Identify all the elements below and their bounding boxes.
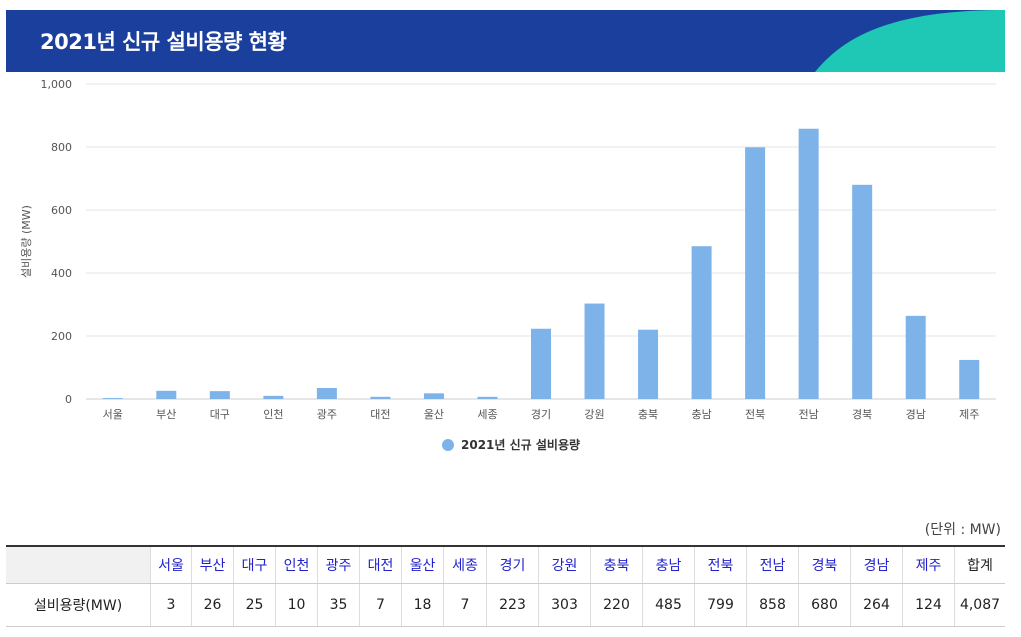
table-row: 설비용량(MW) 3 26 25 10 35 7 18 7 223 303 220 485 799 858… — [6, 583, 1005, 627]
x-tick-label: 충북 — [638, 408, 658, 421]
x-tick-label: 부산 — [156, 408, 176, 421]
table-header-cell: 충남 — [642, 545, 695, 584]
bar — [263, 395, 284, 399]
x-tick-label: 대구 — [210, 408, 230, 421]
legend-label: 2021년 신규 설비용량 — [461, 437, 580, 452]
bar — [584, 303, 605, 399]
table-header-total: 합계 — [954, 545, 1005, 584]
table-header-cell: 강원 — [538, 545, 591, 584]
table-header-cell: 경기 — [486, 545, 539, 584]
table-header-cell: 세종 — [443, 545, 487, 584]
bar — [316, 387, 337, 399]
table-header-cell: 제주 — [902, 545, 955, 584]
unit-label: (단위 : MW) — [924, 522, 1001, 538]
x-tick-label: 제주 — [959, 408, 979, 421]
bar — [959, 359, 980, 399]
y-tick-label: 0 — [65, 393, 72, 406]
x-tick-label: 강원 — [584, 408, 604, 421]
table-cell: 680 — [798, 583, 851, 627]
bar — [156, 390, 177, 399]
table-cell: 18 — [401, 583, 444, 627]
bar — [477, 396, 498, 399]
table-cell: 124 — [902, 583, 955, 627]
table-cell: 264 — [850, 583, 903, 627]
table-header-cell: 충북 — [590, 545, 643, 584]
x-tick-label: 경기 — [531, 408, 551, 421]
bar — [531, 328, 551, 399]
bar — [905, 315, 926, 399]
y-tick-label: 800 — [51, 141, 72, 154]
y-tick-label: 400 — [51, 267, 72, 280]
table-cell: 3 — [150, 583, 192, 627]
x-tick-label: 대전 — [370, 408, 390, 421]
y-tick-label: 1,000 — [41, 78, 73, 91]
x-tick-label: 전남 — [799, 408, 819, 421]
table-header-cell: 전북 — [694, 545, 747, 584]
x-tick-label: 인천 — [263, 407, 283, 421]
capacity-table: 서울 부산 대구 인천 광주 대전 울산 세종 경기 강원 충북 충남 전북 전남 경북 경남 제주 합계 설비용… — [6, 545, 1005, 627]
bar — [745, 147, 766, 399]
page-title: 2021년 신규 설비용량 현황 — [40, 30, 287, 54]
x-tick-label: 경남 — [906, 408, 926, 421]
table-header-cell: 인천 — [275, 545, 318, 584]
y-tick-label: 600 — [51, 204, 72, 217]
table-header-cell: 대구 — [233, 545, 276, 584]
table-cell: 799 — [694, 583, 747, 627]
x-tick-label: 전북 — [745, 408, 765, 421]
x-tick-label: 광주 — [317, 408, 337, 421]
bar — [798, 128, 819, 400]
bar — [638, 329, 659, 399]
bar — [370, 396, 391, 399]
bar — [209, 391, 230, 399]
table-header-cell: 서울 — [150, 545, 192, 584]
x-tick-label: 서울 — [103, 408, 123, 421]
table-cell: 220 — [590, 583, 643, 627]
bar-chart: 0 200 400 600 800 1,000 설비용량 (MW) 서울 부산 대구 인천 광주 대전 울… — [20, 78, 996, 452]
legend-marker — [442, 439, 454, 451]
table-header-cell: 부산 — [191, 545, 234, 584]
table-cell: 303 — [538, 583, 591, 627]
bar — [691, 246, 712, 399]
bar — [423, 393, 444, 399]
y-axis-label: 설비용량 (MW) — [20, 205, 33, 278]
table-cell: 35 — [317, 583, 360, 627]
table-cell: 858 — [746, 583, 799, 627]
table-header-cell: 전남 — [746, 545, 799, 584]
table-cell: 485 — [642, 583, 695, 627]
table-row-label: 설비용량(MW) — [6, 583, 151, 627]
table-cell: 223 — [486, 583, 539, 627]
y-tick-label: 200 — [51, 330, 72, 343]
table-header-cell: 경북 — [798, 545, 851, 584]
table-header-row: 서울 부산 대구 인천 광주 대전 울산 세종 경기 강원 충북 충남 전북 전남 경북 경남 제주 합계 — [6, 545, 1005, 584]
table-header-cell: 대전 — [359, 545, 402, 584]
page-header: 2021년 신규 설비용량 현황 — [6, 10, 1005, 72]
bar — [852, 184, 873, 399]
table-cell: 7 — [359, 583, 402, 627]
x-tick-label: 경북 — [852, 408, 872, 421]
table-header-cell: 경남 — [850, 545, 903, 584]
table-header-cell: 울산 — [401, 545, 444, 584]
table-cell: 26 — [191, 583, 234, 627]
table-corner-cell — [6, 545, 151, 584]
x-tick-label: 울산 — [424, 408, 444, 421]
bar — [102, 398, 123, 399]
header-accent-shape — [815, 10, 1005, 72]
table-cell: 25 — [233, 583, 276, 627]
x-tick-label: 세종 — [477, 408, 497, 421]
table-header-cell: 광주 — [317, 545, 360, 584]
x-tick-label: 충남 — [691, 408, 711, 421]
table-cell: 7 — [443, 583, 487, 627]
table-total-cell: 4,087 — [954, 583, 1005, 627]
table-cell: 10 — [275, 583, 318, 627]
